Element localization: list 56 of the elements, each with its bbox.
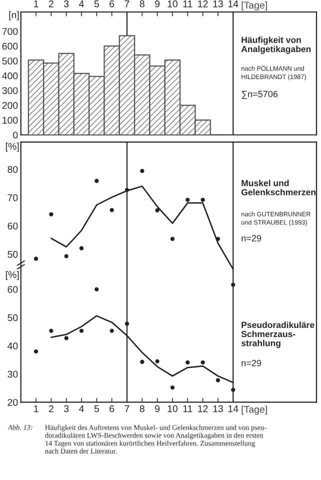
x-tick-label: 2: [48, 405, 54, 412]
text: Muskel und Gelenkschmerzen: [241, 180, 316, 196]
x-tick-label: 1: [34, 405, 38, 412]
x-axis-title: [Tage]: [242, 1, 267, 11]
y-tick-label: 600: [2, 42, 18, 50]
y-tick-label: 400: [2, 72, 18, 80]
x-tick-label: 12: [198, 0, 208, 8]
y-tick-label: 0: [13, 132, 18, 138]
x-tick-label: 13: [213, 0, 223, 8]
x-tick-label: 6: [110, 0, 114, 8]
x-tick-label: 10: [168, 0, 178, 8]
x-axis-title: [Tage]: [242, 406, 267, 415]
y-tick-label: 20: [8, 398, 18, 406]
x-tick-label: 2: [48, 0, 54, 8]
y-tick-label: 50: [8, 314, 18, 322]
x-tick-label: 11: [183, 405, 192, 412]
y-axis-title: [%]: [6, 270, 19, 280]
y-tick-label: 50: [8, 250, 18, 258]
x-tick-label: 14: [228, 0, 238, 8]
x-tick-label: 11: [183, 0, 192, 8]
x-tick-label: 7: [124, 405, 130, 412]
y-tick-label: 100: [2, 116, 18, 124]
y-tick-label: 200: [2, 102, 18, 109]
y-axis-title: [n]: [9, 11, 19, 20]
x-tick-label: 3: [64, 0, 69, 8]
x-tick-label: 4: [79, 405, 84, 412]
x-tick-label: 9: [155, 0, 160, 8]
x-tick-label: 13: [213, 405, 223, 412]
x-tick-label: 10: [168, 405, 178, 412]
x-tick-label: 5: [94, 0, 99, 8]
x-tick-label: 12: [198, 405, 208, 412]
y-axis-title: [%]: [6, 142, 19, 152]
annotation: n=29: [242, 360, 262, 366]
annotation: n=29: [242, 235, 262, 242]
x-tick-label: 7: [124, 0, 130, 8]
y-tick-label: 60: [8, 286, 18, 293]
x-tick-label: 6: [110, 405, 114, 412]
y-tick-label: 300: [2, 87, 18, 94]
x-tick-label: 4: [79, 0, 84, 8]
y-tick-label: 40: [8, 342, 18, 350]
text: Häufigkeit von Analgetikagaben: [241, 36, 311, 54]
x-tick-label: 8: [140, 405, 144, 412]
y-tick-label: 500: [2, 58, 18, 64]
text: Pseudoradikuläre Schmerzaus- strahlung: [241, 322, 314, 348]
annotation: ∑n=5706: [242, 90, 278, 100]
y-tick-label: 70: [8, 194, 18, 202]
y-tick-label: 60: [8, 222, 18, 230]
y-tick-label: 700: [2, 28, 18, 35]
x-tick-label: 14: [228, 405, 238, 412]
x-tick-label: 1: [34, 0, 38, 8]
x-tick-label: 8: [140, 0, 144, 8]
x-tick-label: 5: [94, 405, 99, 412]
y-tick-label: 80: [8, 166, 18, 173]
y-tick-label: 30: [8, 370, 18, 378]
x-tick-label: 9: [155, 405, 160, 412]
x-tick-label: 3: [64, 405, 69, 412]
